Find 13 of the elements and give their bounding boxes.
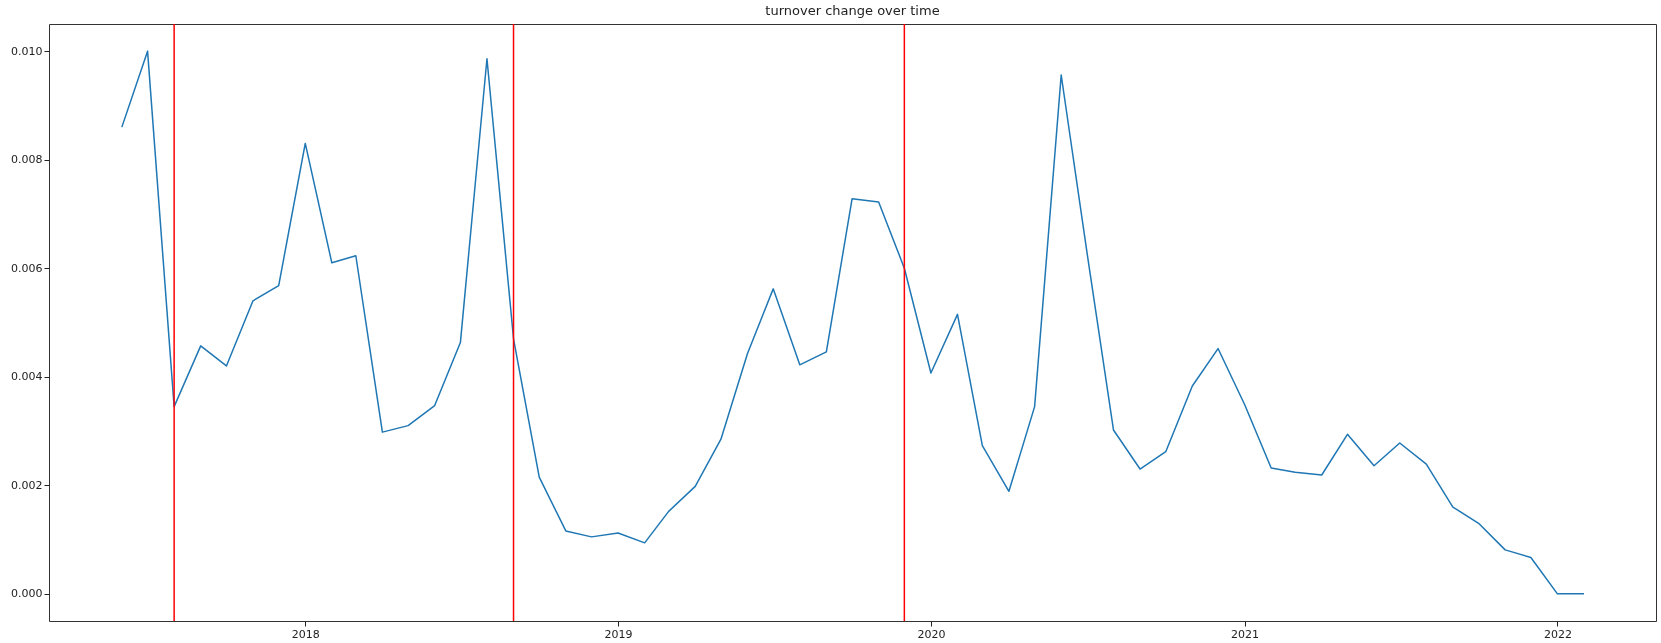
line-series (121, 50, 1585, 595)
y-tick-label: 0.004 (11, 370, 43, 384)
y-tick-label: 0.002 (11, 478, 43, 492)
chart-title: turnover change over time (765, 3, 940, 19)
x-tick-label: 2020 (917, 627, 946, 641)
x-tick-label: 2019 (604, 627, 633, 641)
y-tick-label: 0.010 (11, 44, 43, 58)
x-tick-label: 2018 (291, 627, 320, 641)
y-tick-label: 0.008 (11, 153, 43, 167)
x-tick-label: 2021 (1231, 627, 1260, 641)
y-tick-label: 0.006 (11, 261, 43, 275)
x-tick-label: 2022 (1543, 627, 1572, 641)
y-tick-label: 0.000 (11, 587, 43, 601)
